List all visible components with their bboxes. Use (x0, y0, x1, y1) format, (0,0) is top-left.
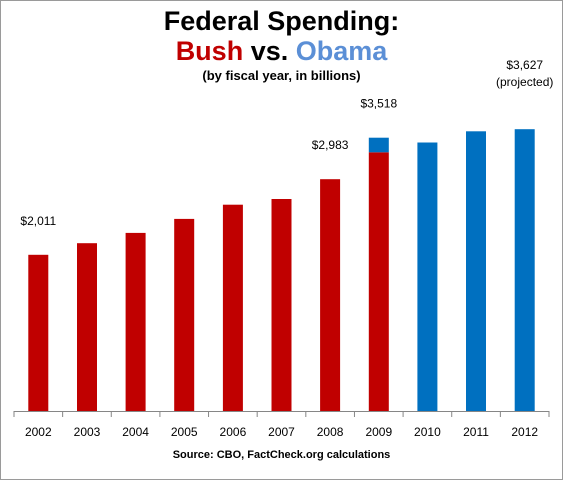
bar-obama-2012 (514, 129, 535, 411)
bar-bush-2007 (271, 199, 292, 411)
x-tick-label-2003: 2003 (74, 425, 101, 439)
bar-bush-2009 (368, 152, 389, 412)
data-label-2012: $3,627 (506, 58, 543, 72)
x-tick-label-2012: 2012 (511, 425, 538, 439)
chart-title: Federal Spending: (163, 6, 400, 36)
x-tick-label-2002: 2002 (25, 425, 52, 439)
x-tick-label-2008: 2008 (317, 425, 344, 439)
bar-obama-2010 (417, 142, 438, 411)
title-vs: vs. (250, 36, 289, 66)
data-label-2002: $2,011 (20, 214, 56, 228)
bar-bush-2002 (28, 254, 49, 411)
bar-obama-2009 (368, 137, 389, 153)
bar-bush-2005 (174, 218, 195, 411)
chart-title-line2: Bush vs. Obama (0, 36, 563, 67)
bar-bush-2003 (77, 243, 97, 411)
data-label-note-2012: (projected) (496, 75, 553, 89)
data-label-2009: $3,518 (360, 97, 397, 111)
data-label-2008: $2,983 (312, 138, 349, 152)
x-tick-label-2005: 2005 (171, 425, 198, 439)
title-bush: Bush (175, 36, 244, 66)
title-obama: Obama (295, 36, 388, 66)
chart-source: Source: CBO, FactCheck.org calculations (172, 449, 391, 461)
x-tick-label-2006: 2006 (220, 425, 247, 439)
bar-bush-2004 (125, 232, 146, 411)
chart-subtitle: (by fiscal year, in billions) (202, 68, 361, 83)
bar-obama-2011 (466, 131, 486, 412)
bar-bush-2006 (222, 204, 243, 411)
bar-bush-2008 (320, 179, 341, 411)
x-tick-label-2011: 2011 (463, 425, 489, 439)
x-tick-label-2010: 2010 (414, 425, 441, 439)
x-tick-label-2007: 2007 (268, 425, 295, 439)
x-tick-label-2004: 2004 (122, 425, 149, 439)
x-tick-label-2009: 2009 (365, 425, 392, 439)
